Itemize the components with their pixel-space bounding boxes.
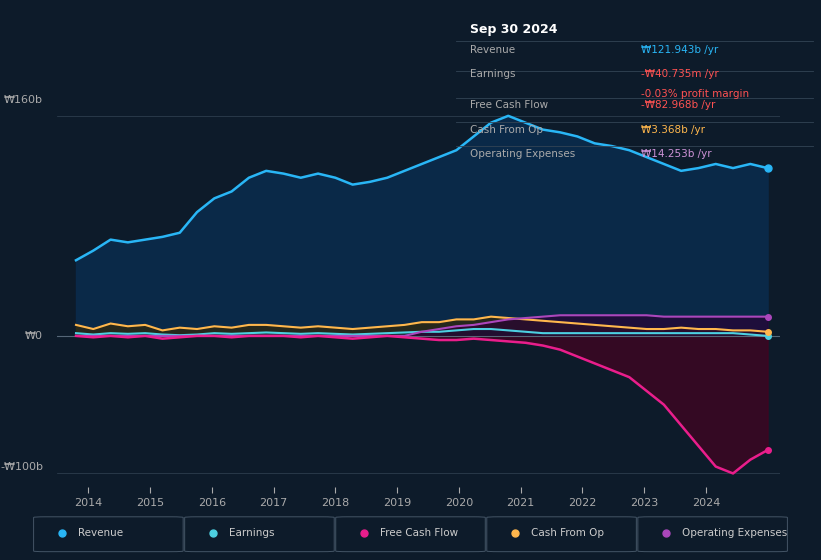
Text: Free Cash Flow: Free Cash Flow (470, 100, 548, 110)
Text: Revenue: Revenue (470, 45, 515, 54)
Text: -₩100b: -₩100b (0, 461, 43, 472)
Text: Sep 30 2024: Sep 30 2024 (470, 23, 557, 36)
Text: Operating Expenses: Operating Expenses (682, 529, 787, 538)
Text: ₩14.253b /yr: ₩14.253b /yr (641, 150, 712, 159)
Text: Cash From Op: Cash From Op (470, 125, 543, 134)
Text: Revenue: Revenue (78, 529, 123, 538)
Text: Earnings: Earnings (470, 69, 516, 79)
Text: -₩40.735m /yr: -₩40.735m /yr (641, 69, 719, 79)
Text: ₩3.368b /yr: ₩3.368b /yr (641, 125, 705, 134)
Text: Free Cash Flow: Free Cash Flow (380, 529, 458, 538)
Text: -₩82.968b /yr: -₩82.968b /yr (641, 100, 716, 110)
Text: ₩121.943b /yr: ₩121.943b /yr (641, 45, 718, 54)
Text: ₩160b: ₩160b (4, 95, 43, 105)
Text: Operating Expenses: Operating Expenses (470, 150, 576, 159)
Text: Earnings: Earnings (229, 529, 275, 538)
Text: Cash From Op: Cash From Op (531, 529, 604, 538)
Text: ₩0: ₩0 (25, 332, 43, 341)
Text: -0.03% profit margin: -0.03% profit margin (641, 89, 750, 99)
